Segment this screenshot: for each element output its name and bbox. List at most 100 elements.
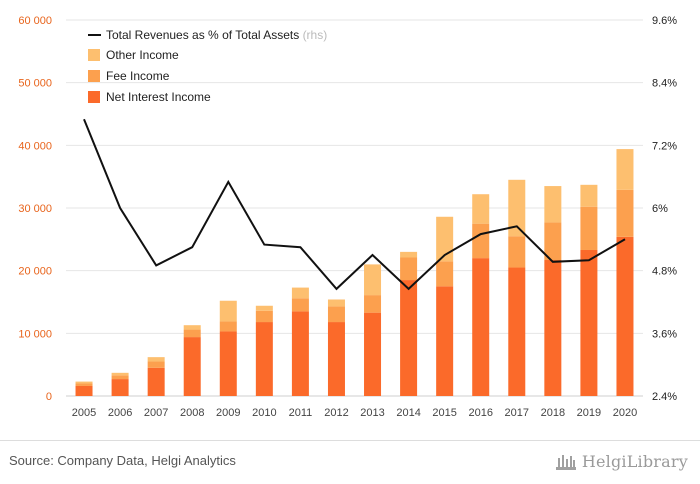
bar-net-interest-income — [256, 322, 273, 396]
y-left-tick-label: 10 000 — [18, 328, 52, 340]
y-left-tick-label: 60 000 — [18, 15, 52, 27]
x-tick-label: 2014 — [396, 407, 420, 419]
bar-other-income — [184, 325, 201, 329]
legend-label-line: Total Revenues as % of Total Assets (rhs… — [106, 28, 327, 42]
bar-net-interest-income — [400, 280, 417, 396]
y-left-tick-label: 40 000 — [18, 140, 52, 152]
bar-fee-income — [364, 295, 381, 313]
bar-fee-income — [616, 190, 633, 237]
legend-label-other-income: Other Income — [106, 48, 179, 62]
bar-fee-income — [148, 362, 165, 368]
brand-name: HelgiLibrary — [582, 452, 688, 471]
x-tick-label: 2013 — [360, 407, 384, 419]
y-right-tick-label: 4.8% — [652, 266, 677, 278]
bar-net-interest-income — [580, 250, 597, 396]
x-tick-label: 2015 — [432, 407, 456, 419]
bar-other-income — [364, 264, 381, 295]
library-icon — [555, 451, 577, 471]
bar-other-income — [220, 301, 237, 322]
x-tick-label: 2016 — [468, 407, 492, 419]
bar-net-interest-income — [76, 386, 93, 396]
line-total-revenues-pct-assets — [84, 119, 625, 289]
x-tick-label: 2011 — [289, 407, 313, 419]
y-left-tick-label: 30 000 — [18, 203, 52, 215]
bar-fee-income — [472, 224, 489, 258]
legend-item-net-interest-income: Net Interest Income — [88, 90, 211, 104]
legend-swatch-net-interest-income — [88, 91, 100, 103]
legend-note-rhs: (rhs) — [303, 28, 328, 42]
bar-fee-income — [400, 258, 417, 281]
bar-other-income — [328, 299, 345, 306]
y-right-tick-label: 2.4% — [652, 391, 677, 403]
bar-other-income — [292, 288, 309, 299]
bar-fee-income — [256, 311, 273, 322]
y-right-tick-label: 8.4% — [652, 78, 677, 90]
bar-other-income — [580, 185, 597, 207]
source-note: Source: Company Data, Helgi Analytics — [9, 453, 236, 468]
y-left-tick-label: 20 000 — [18, 266, 52, 278]
bar-fee-income — [580, 207, 597, 250]
bar-fee-income — [112, 375, 129, 379]
bar-fee-income — [508, 236, 525, 267]
line-series — [84, 119, 625, 289]
footer: Source: Company Data, Helgi Analytics He… — [0, 440, 700, 484]
bar-net-interest-income — [184, 337, 201, 396]
legend-label-fee-income: Fee Income — [106, 69, 170, 83]
x-tick-label: 2019 — [577, 407, 601, 419]
bar-other-income — [76, 382, 93, 384]
bar-net-interest-income — [220, 331, 237, 396]
legend: Total Revenues as % of Total Assets (rhs… — [88, 28, 327, 104]
bar-net-interest-income — [436, 286, 453, 396]
x-tick-label: 2017 — [505, 407, 529, 419]
x-tick-label: 2006 — [108, 407, 132, 419]
bar-net-interest-income — [544, 260, 561, 396]
x-tick-label: 2010 — [252, 407, 276, 419]
y-right-tick-label: 6% — [652, 203, 668, 215]
bar-net-interest-income — [292, 311, 309, 396]
chart: 0 10 000 20 000 30 000 40 000 50 000 60 000 2.… — [0, 0, 700, 440]
bar-net-interest-income — [472, 258, 489, 396]
bar-other-income — [148, 357, 165, 361]
y-axis-right: 2.4% 3.6% 4.8% 6% 7.2% 8.4% 9.6% — [652, 15, 677, 403]
y-left-tick-label: 0 — [46, 391, 52, 403]
y-axis-left: 0 10 000 20 000 30 000 40 000 50 000 60 000 — [18, 15, 52, 403]
x-tick-label: 2020 — [613, 407, 637, 419]
x-tick-label: 2018 — [541, 407, 565, 419]
x-tick-label: 2009 — [216, 407, 240, 419]
x-tick-label: 2007 — [144, 407, 168, 419]
y-left-tick-label: 50 000 — [18, 78, 52, 90]
bar-other-income — [544, 186, 561, 222]
x-axis: 2005 2006 2007 2008 2009 2010 2011 2012 2013 2014… — [72, 407, 637, 419]
bar-other-income — [616, 149, 633, 190]
legend-swatch-other-income — [88, 49, 100, 61]
bar-net-interest-income — [616, 237, 633, 396]
bar-net-interest-income — [328, 322, 345, 396]
y-right-tick-label: 7.2% — [652, 140, 677, 152]
bar-net-interest-income — [364, 313, 381, 396]
legend-item-line: Total Revenues as % of Total Assets (rhs… — [88, 28, 327, 42]
bar-fee-income — [436, 261, 453, 286]
legend-label-net-interest-income: Net Interest Income — [106, 90, 211, 104]
bar-other-income — [472, 194, 489, 223]
legend-item-fee-income: Fee Income — [88, 69, 170, 83]
bar-fee-income — [328, 306, 345, 322]
x-tick-label: 2005 — [72, 407, 96, 419]
bar-fee-income — [544, 222, 561, 260]
y-right-tick-label: 9.6% — [652, 15, 677, 27]
bar-fee-income — [76, 383, 93, 386]
bar-net-interest-income — [508, 268, 525, 396]
bar-other-income — [112, 373, 129, 376]
bar-other-income — [256, 306, 273, 311]
bar-fee-income — [220, 321, 237, 331]
bar-other-income — [400, 252, 417, 258]
bar-net-interest-income — [112, 379, 129, 396]
legend-item-other-income: Other Income — [88, 48, 179, 62]
x-tick-label: 2012 — [324, 407, 348, 419]
legend-swatch-fee-income — [88, 70, 100, 82]
x-tick-label: 2008 — [180, 407, 204, 419]
bar-net-interest-income — [148, 368, 165, 396]
bar-fee-income — [292, 298, 309, 311]
brand-logo: HelgiLibrary — [555, 449, 688, 473]
y-right-tick-label: 3.6% — [652, 328, 677, 340]
bar-fee-income — [184, 330, 201, 338]
